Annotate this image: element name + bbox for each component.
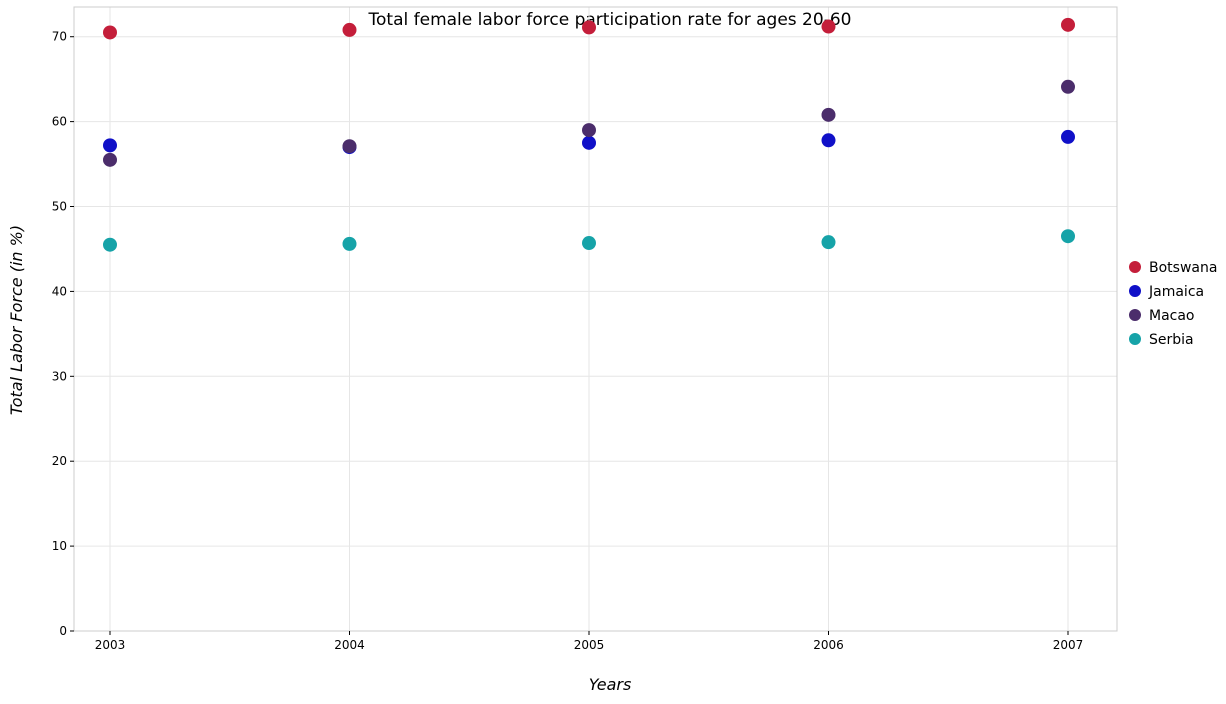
data-point-macao xyxy=(1061,79,1075,94)
y-tick-label: 60 xyxy=(52,115,67,129)
data-point-jamaica xyxy=(1061,129,1075,144)
y-tick-label: 40 xyxy=(52,284,67,298)
data-point-botswana xyxy=(342,22,357,37)
data-point-macao xyxy=(582,123,596,138)
legend-marker-botswana xyxy=(1129,261,1141,273)
legend-marker-macao xyxy=(1129,309,1141,321)
legend-marker-jamaica xyxy=(1129,285,1141,297)
legend-label-botswana: Botswana xyxy=(1149,260,1217,276)
y-tick-label: 50 xyxy=(52,200,67,214)
legend-label-jamaica: Jamaica xyxy=(1148,284,1204,300)
data-point-macao xyxy=(821,107,836,122)
data-point-serbia xyxy=(103,237,117,252)
y-tick-label: 30 xyxy=(52,369,67,383)
x-axis-label: Years xyxy=(589,675,632,694)
data-point-serbia xyxy=(342,236,357,251)
y-axis-ticks: 0 10 20 30 40 50 60 70 xyxy=(52,30,74,638)
x-axis-ticks: 2003 2004 2005 2006 2007 xyxy=(95,631,1084,652)
x-tick-label: 2007 xyxy=(1053,638,1084,652)
y-tick-label: 0 xyxy=(59,624,67,638)
data-point-jamaica xyxy=(103,138,117,153)
legend-label-serbia: Serbia xyxy=(1149,332,1194,348)
data-point-botswana xyxy=(1061,17,1075,32)
chart-title: Total female labor force participation r… xyxy=(368,10,852,30)
data-point-serbia xyxy=(1061,229,1075,244)
legend-label-macao: Macao xyxy=(1149,308,1195,324)
y-tick-label: 20 xyxy=(52,454,67,468)
y-axis-label: Total Labor Force (in %) xyxy=(7,225,26,415)
legend-marker-serbia xyxy=(1129,333,1141,345)
grid xyxy=(74,7,1117,632)
y-tick-label: 70 xyxy=(52,30,67,44)
data-point-serbia xyxy=(582,236,596,251)
data-point-botswana xyxy=(582,20,596,35)
y-tick-label: 10 xyxy=(52,539,67,553)
data-points xyxy=(103,17,1075,252)
data-point-jamaica xyxy=(821,133,836,148)
legend: Botswana Jamaica Macao Serbia xyxy=(1129,260,1217,348)
x-tick-label: 2004 xyxy=(334,638,365,652)
data-point-botswana xyxy=(103,25,117,40)
x-tick-label: 2006 xyxy=(813,638,844,652)
data-point-jamaica xyxy=(582,135,596,150)
plot-area-frame xyxy=(73,6,1118,632)
x-tick-label: 2003 xyxy=(95,638,126,652)
x-tick-label: 2005 xyxy=(574,638,605,652)
data-point-macao xyxy=(342,139,357,154)
data-point-serbia xyxy=(821,235,836,250)
data-point-botswana xyxy=(821,19,836,34)
data-point-macao xyxy=(103,152,117,167)
